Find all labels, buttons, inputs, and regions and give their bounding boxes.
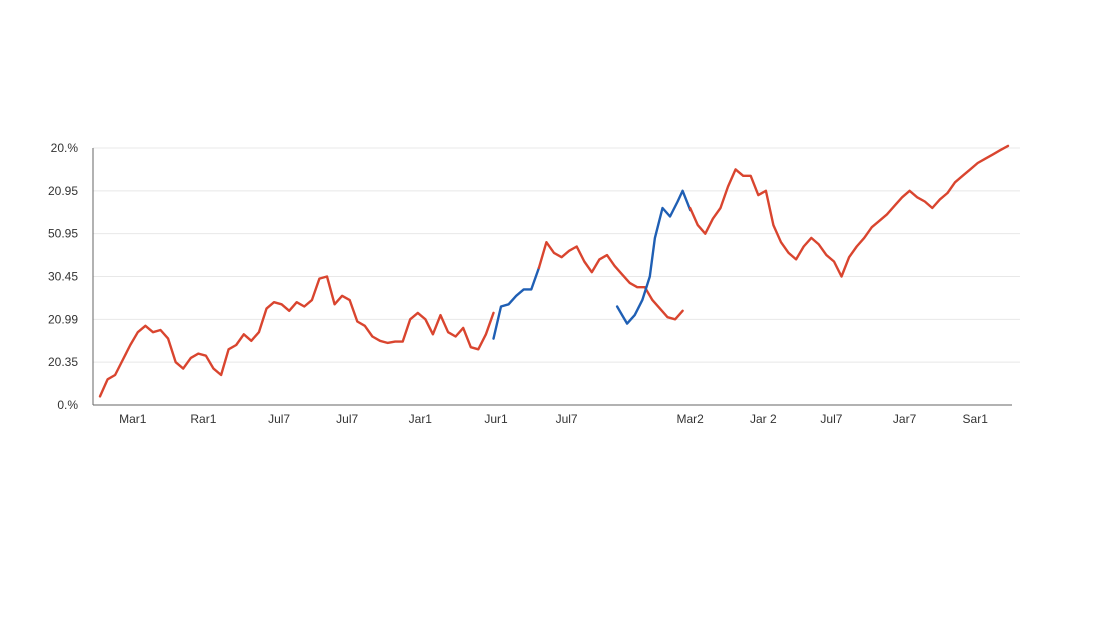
- x-tick-label: Jul7: [268, 412, 290, 426]
- series-line-5: [689, 144, 1010, 278]
- x-tick-label: Jar7: [893, 412, 917, 426]
- y-tick-label: 50.95: [48, 227, 78, 241]
- x-tick-label: Jar1: [409, 412, 433, 426]
- y-tick-label: 0.%: [57, 398, 78, 412]
- series-line-2: [492, 266, 541, 340]
- series-line-4: [615, 189, 692, 325]
- grid-lines: [93, 147, 1020, 363]
- series-lines: [98, 144, 1010, 398]
- x-tick-label: Jul7: [336, 412, 358, 426]
- y-tick-label: 20.35: [48, 355, 78, 369]
- x-tick-label: Sar1: [963, 412, 989, 426]
- y-tick-label: 20.95: [48, 184, 78, 198]
- x-tick-labels: Mar1 Rar1 Jul7 Jul7 Jar1 Jur1 Jul7 Mar2 Jar 2 Jul…: [119, 412, 988, 426]
- x-tick-label: Rar1: [190, 412, 216, 426]
- x-tick-label: Jul7: [556, 412, 578, 426]
- x-tick-label: Mar2: [677, 412, 705, 426]
- x-tick-label: Jar 2: [750, 412, 777, 426]
- y-tick-labels: 0.% 20.35 20.99 30.45 50.95 20.95 20.%: [48, 141, 78, 412]
- y-tick-label: 20.99: [48, 312, 78, 326]
- y-tick-label: 30.45: [48, 270, 78, 284]
- x-tick-label: Jur1: [484, 412, 508, 426]
- series-line-3: [537, 240, 684, 321]
- y-tick-label: 20.%: [51, 141, 79, 155]
- x-tick-label: Mar1: [119, 412, 147, 426]
- x-tick-label: Jul7: [820, 412, 842, 426]
- series-line-1: [98, 275, 495, 398]
